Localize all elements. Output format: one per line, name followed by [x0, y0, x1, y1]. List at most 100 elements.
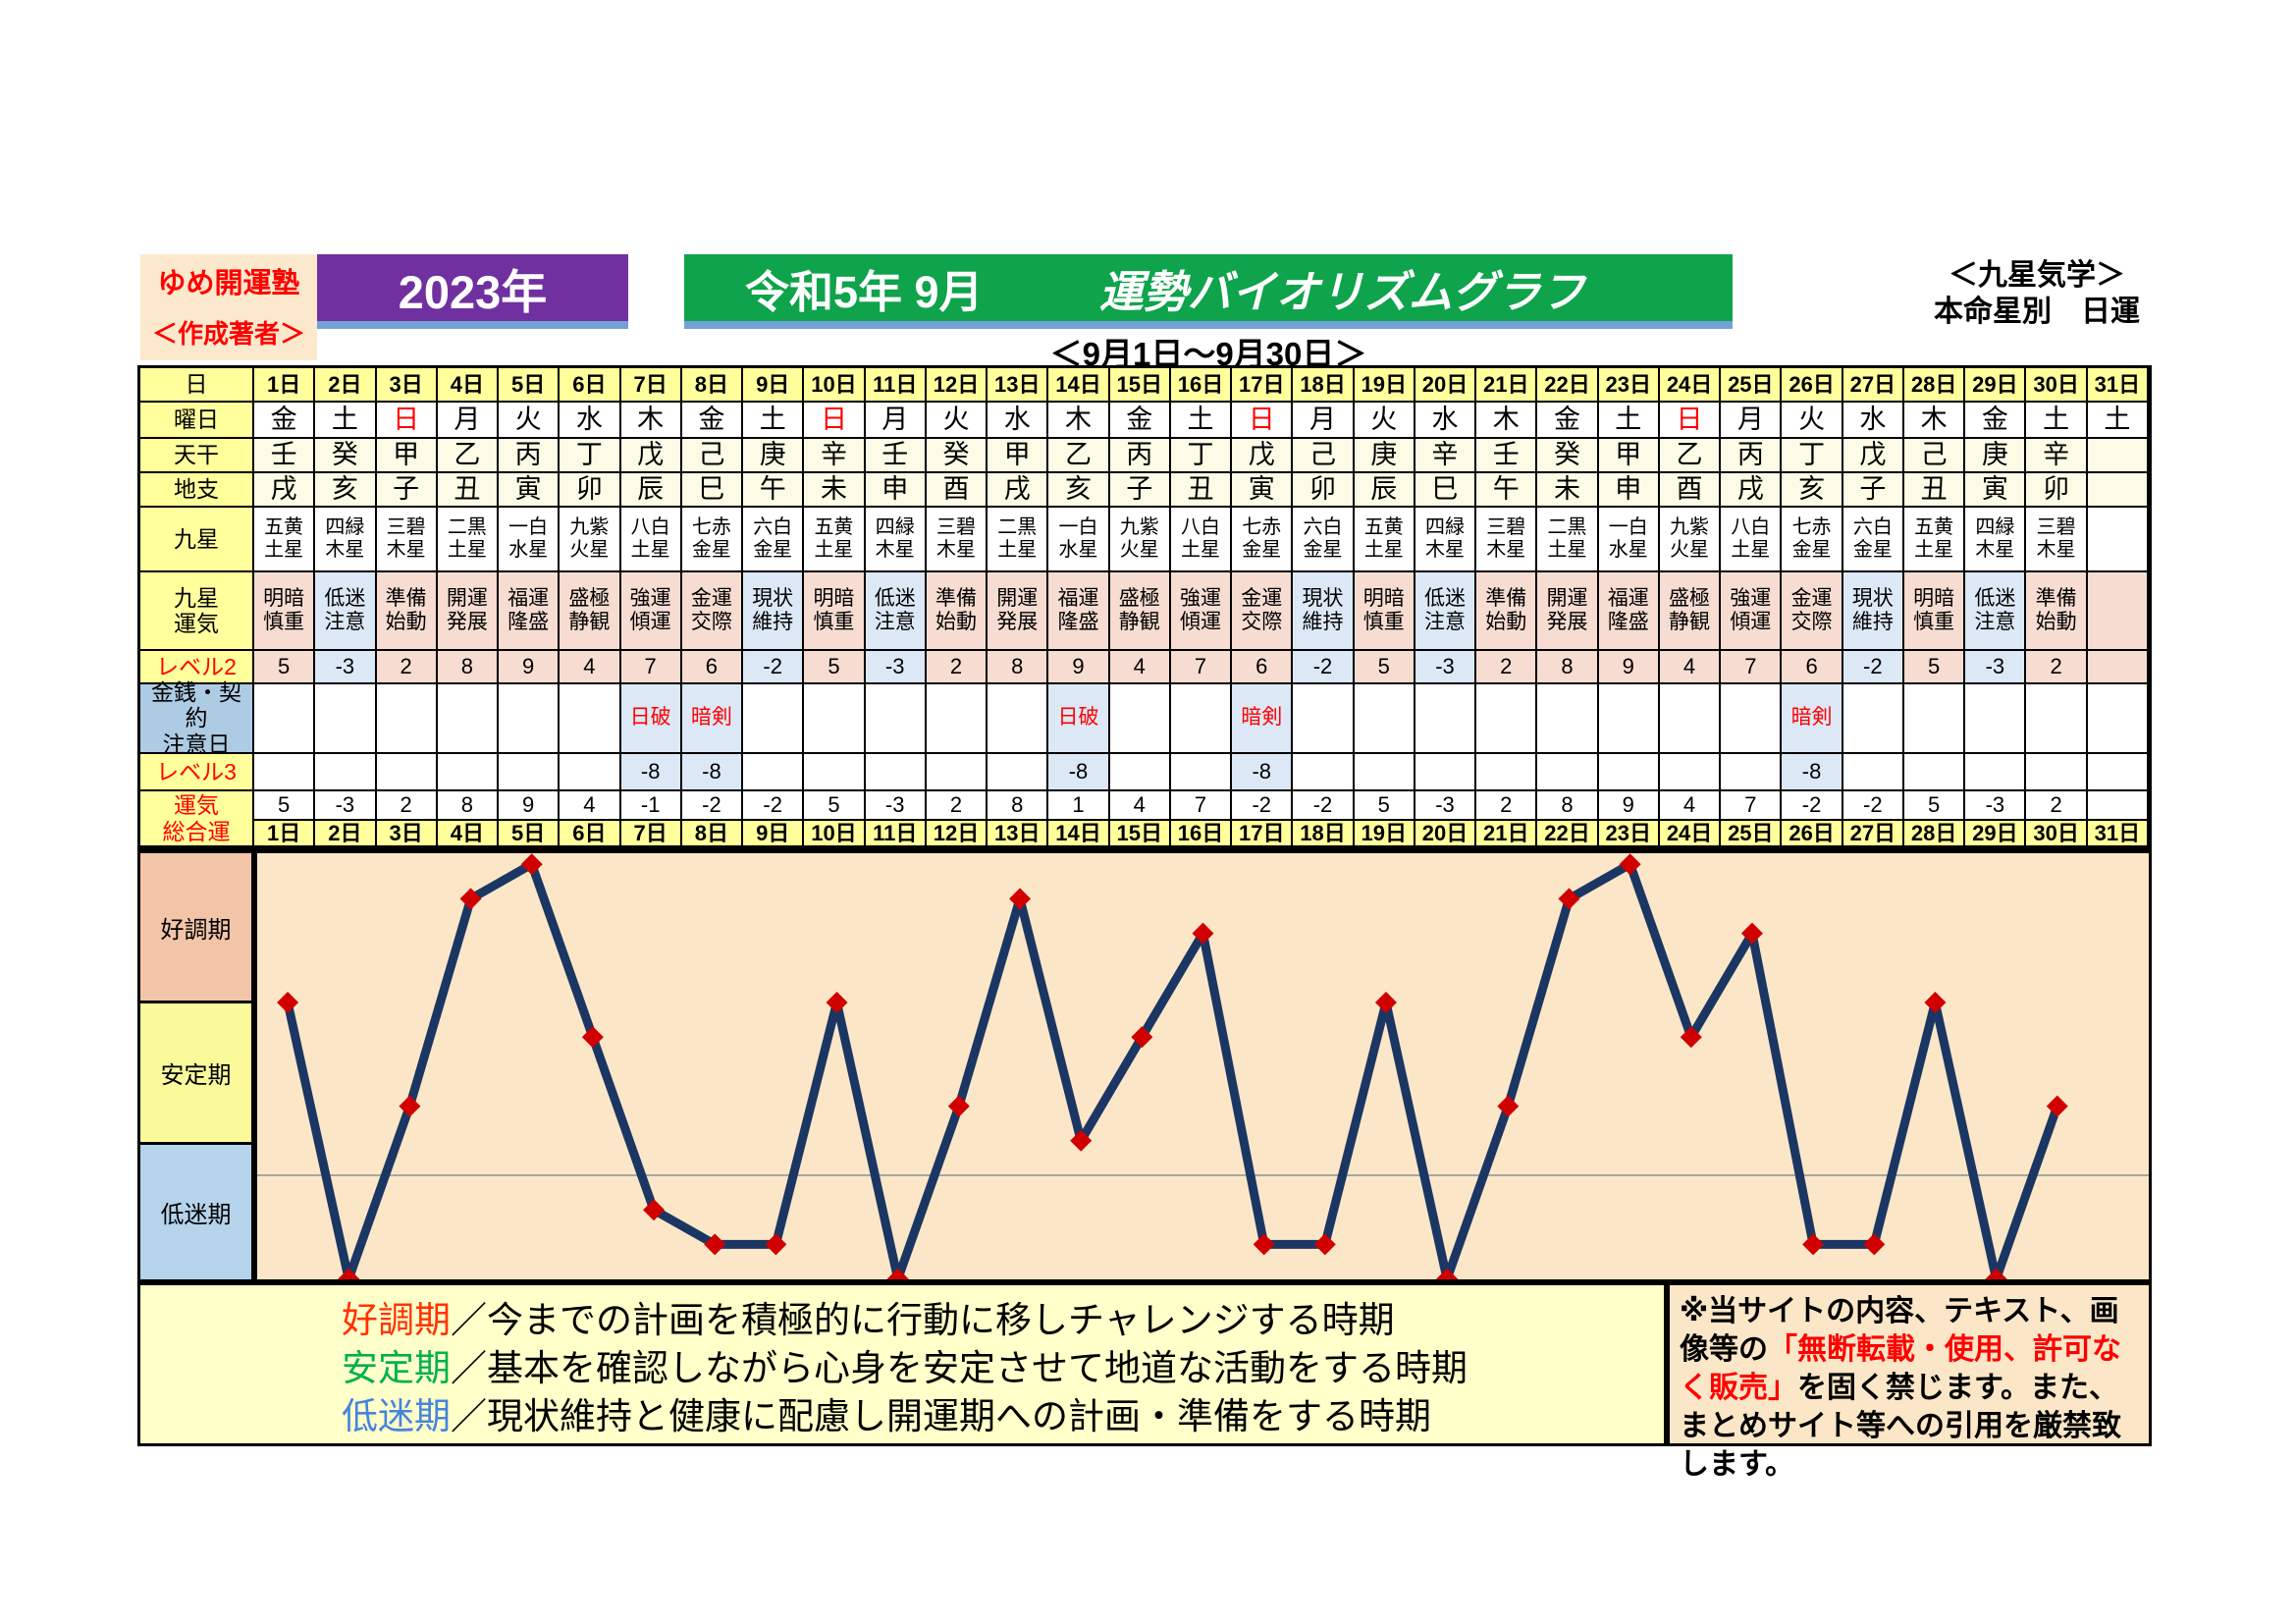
tenkan-25: 丙	[1721, 439, 1783, 473]
weekday-21: 木	[1476, 403, 1538, 439]
kyusei-unki-28: 明暗 慎重	[1903, 572, 1966, 651]
chart-marker-day-13	[1009, 888, 1032, 910]
day-footer-1: 1日	[254, 821, 316, 847]
row-label-chishi: 地支	[140, 473, 254, 508]
level3-2	[315, 754, 377, 791]
caution-16	[1170, 684, 1233, 754]
kyusei-unki-29: 低迷 注意	[1965, 572, 2027, 651]
biorhythm-svg	[257, 853, 2149, 1279]
chishi-10: 未	[804, 473, 866, 508]
kyusei-unki-13: 開運 発展	[988, 572, 1049, 651]
chart-marker-day-22	[1558, 888, 1580, 910]
kyusei-31	[2087, 508, 2149, 572]
chishi-25: 戌	[1721, 473, 1783, 508]
tenkan-31	[2087, 439, 2149, 473]
weekday-23: 土	[1598, 403, 1660, 439]
day-header-15: 15日	[1109, 368, 1171, 403]
kyusei-19: 五黄 土星	[1354, 508, 1415, 572]
day-footer-21: 21日	[1476, 821, 1538, 847]
chishi-15: 子	[1109, 473, 1171, 508]
day-footer-24: 24日	[1659, 821, 1722, 847]
level2-5: 9	[499, 651, 561, 684]
caution-27	[1842, 684, 1904, 754]
author-box: ゆめ開運塾 ＜作成著者＞	[140, 254, 317, 360]
day-footer-5: 5日	[499, 821, 561, 847]
chishi-2: 亥	[315, 473, 377, 508]
level3-6	[560, 754, 621, 791]
caution-26: 暗剣	[1782, 684, 1843, 754]
day-header-18: 18日	[1293, 368, 1355, 403]
chishi-16: 丑	[1170, 473, 1233, 508]
day-header-2: 2日	[315, 368, 377, 403]
tenkan-30: 辛	[2026, 439, 2088, 473]
level2-27: -2	[1842, 651, 1904, 684]
kyusei-unki-17: 金運 交際	[1232, 572, 1294, 651]
legend-desc-2: ／基本を確認しながら心身を安定させて地道な活動をする時期	[451, 1348, 1468, 1388]
sogo-10: 5	[804, 791, 866, 821]
level2-21: 2	[1476, 651, 1538, 684]
kyusei-unki-10: 明暗 慎重	[804, 572, 866, 651]
weekday-29: 金	[1965, 403, 2027, 439]
year-banner: 2023年	[317, 254, 628, 321]
kyusei-unki-21: 準備 始動	[1476, 572, 1538, 651]
kyusei-22: 二黒 土星	[1537, 508, 1599, 572]
sogo-29: -3	[1965, 791, 2027, 821]
day-footer-18: 18日	[1293, 821, 1355, 847]
chart-marker-day-23	[1619, 853, 1641, 876]
weekday-28: 木	[1903, 403, 1966, 439]
level2-7: 7	[620, 651, 682, 684]
weekday-7: 木	[620, 403, 682, 439]
level2-23: 9	[1598, 651, 1660, 684]
chart-marker-day-3	[399, 1095, 421, 1117]
level3-20	[1415, 754, 1477, 791]
level2-1: 5	[254, 651, 316, 684]
kyusei-unki-3: 準備 始動	[376, 572, 438, 651]
day-header-26: 26日	[1782, 368, 1843, 403]
kyusei-11: 四緑 木星	[865, 508, 927, 572]
level2-30: 2	[2026, 651, 2088, 684]
level2-26: 6	[1782, 651, 1843, 684]
day-footer-30: 30日	[2026, 821, 2088, 847]
level2-22: 8	[1537, 651, 1599, 684]
level3-11	[865, 754, 927, 791]
kyusei-14: 一白 水星	[1048, 508, 1110, 572]
author-label: ＜作成著者＞	[151, 319, 305, 349]
chart-marker-day-11	[886, 1268, 909, 1279]
level3-19	[1354, 754, 1415, 791]
day-header-9: 9日	[743, 368, 805, 403]
level3-22	[1537, 754, 1599, 791]
day-header-16: 16日	[1170, 368, 1233, 403]
chishi-19: 辰	[1354, 473, 1415, 508]
fortune-table: 日曜日 天干 地支 九星 九星 運気 レベル2 金銭・契約 注意日 レベル3 運気 総合運 1日金…	[137, 365, 2152, 850]
biorhythm-chart	[254, 850, 2152, 1282]
sogo-9: -2	[743, 791, 805, 821]
kyusei-unki-25: 強運 傾運	[1721, 572, 1783, 651]
sogo-11: -3	[865, 791, 927, 821]
day-header-3: 3日	[376, 368, 438, 403]
caution-28	[1903, 684, 1966, 754]
sogo-22: 8	[1537, 791, 1599, 821]
chart-marker-day-17	[1253, 1233, 1275, 1256]
sogo-14: 1	[1048, 791, 1110, 821]
zone-2-label: 安定期	[140, 1003, 251, 1145]
level3-4	[437, 754, 500, 791]
caution-11	[865, 684, 927, 754]
tenkan-9: 庚	[743, 439, 805, 473]
sogo-26: -2	[1782, 791, 1843, 821]
tenkan-10: 辛	[804, 439, 866, 473]
day-footer-31: 31日	[2087, 821, 2149, 847]
title-banner-underline	[684, 321, 1733, 329]
level2-15: 4	[1109, 651, 1171, 684]
copyright-part1: ※当サイトの内容、テキスト、画像等の	[1680, 1295, 2119, 1366]
kyusei-unki-27: 現状 維持	[1842, 572, 1904, 651]
caution-13	[988, 684, 1049, 754]
tenkan-29: 庚	[1965, 439, 2027, 473]
tenkan-24: 乙	[1659, 439, 1722, 473]
caution-19	[1354, 684, 1415, 754]
tenkan-2: 癸	[315, 439, 377, 473]
chart-marker-day-6	[581, 1026, 604, 1049]
tenkan-11: 壬	[865, 439, 927, 473]
kyusei-unki-30: 準備 始動	[2026, 572, 2088, 651]
level2-29: -3	[1965, 651, 2027, 684]
